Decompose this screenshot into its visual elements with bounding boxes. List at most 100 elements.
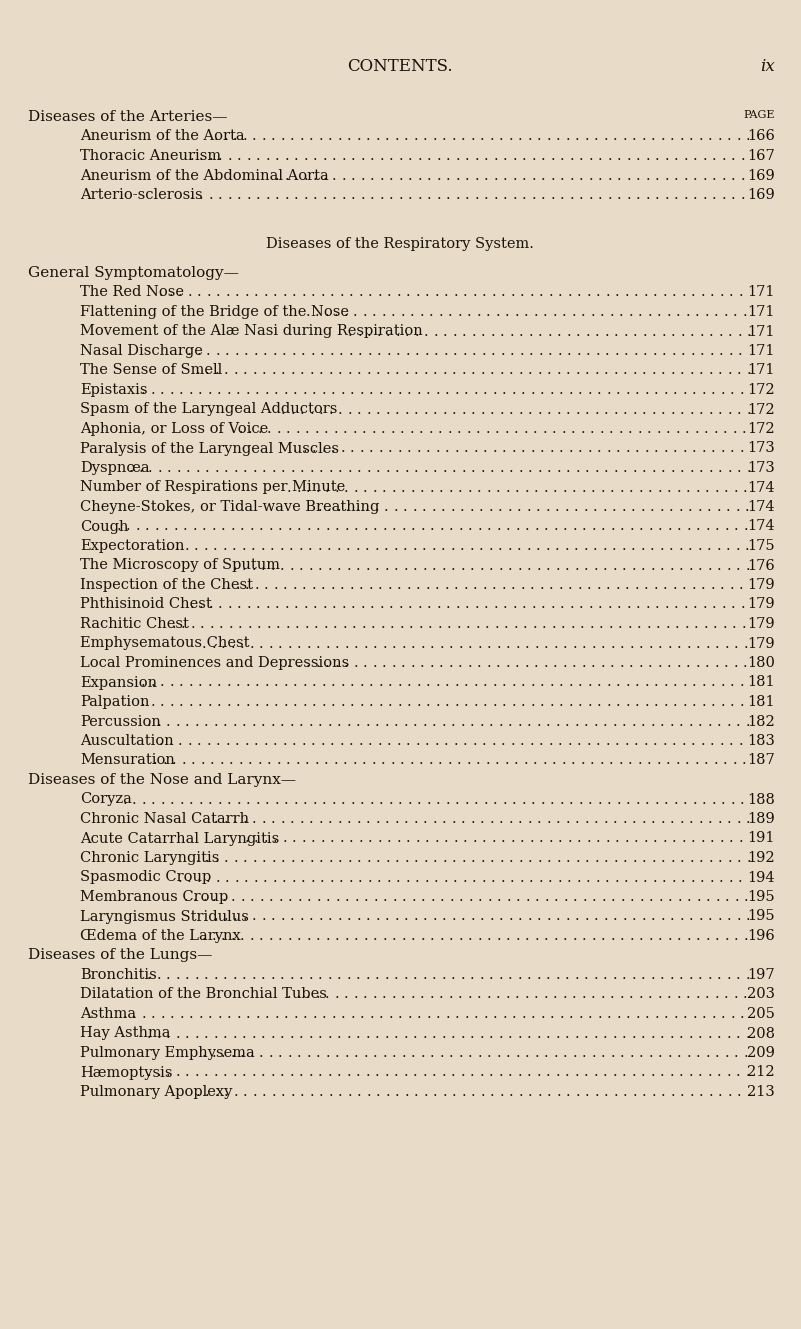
- Text: .: .: [601, 987, 605, 1002]
- Text: .: .: [584, 1026, 589, 1041]
- Text: .: .: [388, 383, 392, 397]
- Text: .: .: [655, 187, 660, 202]
- Text: .: .: [501, 832, 505, 845]
- Text: .: .: [422, 558, 427, 573]
- Text: .: .: [369, 1007, 374, 1021]
- Text: .: .: [501, 578, 506, 591]
- Text: .: .: [332, 617, 337, 631]
- Text: .: .: [594, 909, 598, 924]
- Text: .: .: [474, 187, 479, 202]
- Text: .: .: [392, 929, 396, 944]
- Text: .: .: [270, 558, 275, 573]
- Text: .: .: [503, 149, 508, 163]
- Text: .: .: [591, 637, 596, 650]
- Text: .: .: [702, 695, 706, 708]
- Text: .: .: [232, 715, 237, 728]
- Text: .: .: [191, 617, 195, 631]
- Text: .: .: [395, 461, 399, 474]
- Text: .: .: [602, 500, 607, 514]
- Text: .: .: [630, 637, 634, 650]
- Text: .: .: [559, 675, 563, 690]
- Text: .: .: [245, 675, 250, 690]
- Text: .: .: [645, 1007, 650, 1021]
- Text: .: .: [616, 578, 620, 591]
- Text: .: .: [439, 929, 444, 944]
- Text: .: .: [667, 657, 671, 670]
- Text: .: .: [491, 832, 496, 845]
- Text: .: .: [644, 695, 649, 708]
- Text: .: .: [541, 187, 545, 202]
- Text: .: .: [519, 324, 524, 339]
- Text: .: .: [353, 987, 358, 1002]
- Text: .: .: [195, 851, 200, 865]
- Text: .: .: [394, 1066, 399, 1079]
- Text: .: .: [496, 481, 501, 494]
- Text: .: .: [536, 540, 541, 553]
- Text: .: .: [549, 441, 554, 456]
- Text: .: .: [247, 187, 252, 202]
- Text: .: .: [275, 792, 280, 807]
- Text: .: .: [410, 481, 415, 494]
- Text: .: .: [638, 1046, 643, 1061]
- Text: .: .: [410, 657, 415, 670]
- Text: .: .: [260, 540, 265, 553]
- Text: .: .: [333, 754, 338, 768]
- Text: 196: 196: [747, 929, 775, 944]
- Text: .: .: [390, 423, 395, 436]
- Text: .: .: [340, 578, 344, 591]
- Text: .: .: [578, 675, 582, 690]
- Text: .: .: [692, 695, 696, 708]
- Text: .: .: [151, 792, 155, 807]
- Text: .: .: [357, 324, 362, 339]
- Text: 171: 171: [747, 286, 775, 299]
- Text: .: .: [481, 344, 486, 358]
- Text: .: .: [547, 403, 552, 416]
- Text: .: .: [343, 754, 348, 768]
- Text: .: .: [634, 870, 638, 885]
- Text: .: .: [408, 598, 413, 611]
- Text: .: .: [642, 324, 647, 339]
- Text: .: .: [508, 1066, 513, 1079]
- Text: .: .: [737, 461, 741, 474]
- Text: .: .: [738, 344, 743, 358]
- Text: .: .: [547, 364, 552, 377]
- Text: .: .: [322, 1007, 327, 1021]
- Text: .: .: [356, 909, 361, 924]
- Text: .: .: [238, 423, 243, 436]
- Text: .: .: [413, 129, 418, 144]
- Text: .: .: [642, 851, 646, 865]
- Text: .: .: [486, 987, 491, 1002]
- Text: .: .: [423, 909, 428, 924]
- Text: .: .: [256, 149, 260, 163]
- Text: .: .: [335, 1046, 340, 1061]
- Text: .: .: [701, 734, 705, 748]
- Text: .: .: [589, 187, 594, 202]
- Text: .: .: [493, 695, 497, 708]
- Text: .: .: [429, 754, 433, 768]
- Text: Coryza: Coryza: [80, 792, 132, 807]
- Text: .: .: [313, 598, 318, 611]
- Text: .: .: [370, 187, 375, 202]
- Text: .: .: [301, 344, 305, 358]
- Text: .: .: [541, 149, 545, 163]
- Text: The Red Nose: The Red Nose: [80, 286, 184, 299]
- Text: .: .: [700, 344, 704, 358]
- Text: .: .: [388, 695, 392, 708]
- Text: .: .: [518, 812, 522, 827]
- Text: .: .: [690, 851, 694, 865]
- Text: .: .: [648, 657, 653, 670]
- Text: .: .: [501, 734, 505, 748]
- Text: .: .: [499, 403, 504, 416]
- Text: .: .: [736, 129, 741, 144]
- Text: .: .: [254, 832, 259, 845]
- Text: .: .: [609, 754, 614, 768]
- Text: .: .: [318, 909, 323, 924]
- Text: .: .: [493, 675, 497, 690]
- Text: .: .: [425, 870, 429, 885]
- Text: .: .: [440, 890, 445, 904]
- Text: .: .: [520, 832, 525, 845]
- Text: .: .: [508, 715, 513, 728]
- Text: .: .: [624, 870, 629, 885]
- Text: .: .: [706, 890, 710, 904]
- Text: .: .: [736, 1066, 741, 1079]
